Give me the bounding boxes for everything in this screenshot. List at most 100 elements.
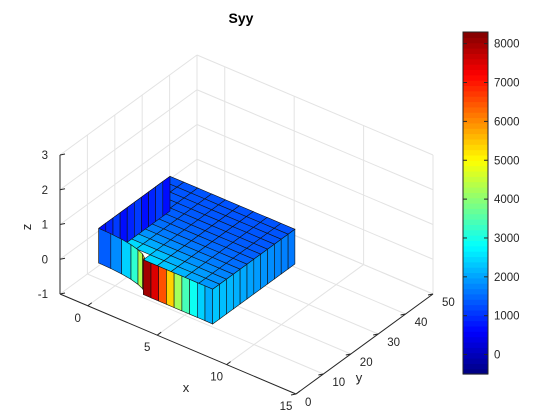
- colorbar-band: [463, 368, 488, 375]
- colorbar-band: [463, 160, 488, 167]
- x-tick-label: 10: [210, 372, 223, 384]
- x-tick-mark: [156, 331, 162, 336]
- colorbar-band: [463, 256, 488, 263]
- notch-face-panel: [130, 244, 139, 285]
- z-tick-mark: [59, 188, 66, 191]
- colorbar-band: [463, 235, 488, 241]
- colorbar-band: [463, 336, 488, 343]
- colorbar-band: [463, 261, 488, 268]
- notch-face-panel: [137, 249, 143, 290]
- colorbar-band: [463, 80, 488, 87]
- colorbar-band: [463, 96, 488, 103]
- y-axis-label: y: [356, 370, 363, 385]
- colorbar-frame: [462, 31, 489, 375]
- colorbar-band: [463, 154, 488, 161]
- colorbar-band: [463, 186, 488, 193]
- right-face-panel: [280, 233, 289, 275]
- colorbar-band: [463, 288, 488, 295]
- colorbar-band: [463, 128, 488, 135]
- z-tick-label: -1: [38, 289, 48, 301]
- z-axis-label: z: [19, 224, 34, 231]
- y-tick-label: 0: [305, 397, 311, 409]
- colorbar-band: [463, 352, 488, 359]
- y-tick-label: 20: [360, 357, 373, 369]
- colorbar-band: [463, 48, 488, 54]
- colorbar-band: [463, 149, 488, 156]
- left-face-panel: [141, 191, 149, 233]
- x-axis-line: [59, 293, 297, 395]
- right-face-panel: [267, 243, 275, 285]
- colorbar: 0 1000 2000 3000 4000 5000 6000 7000 8000: [462, 31, 520, 375]
- colorbar-band: [463, 272, 488, 279]
- colorbar-band: [463, 144, 488, 151]
- colorbar-band: [463, 197, 488, 204]
- colorbar-band: [463, 341, 488, 348]
- right-face-panel: [219, 278, 227, 320]
- colorbar-band: [463, 165, 488, 172]
- colorbar-band: [463, 106, 488, 113]
- colorbar-band: [463, 208, 488, 215]
- right-face-panel: [260, 248, 268, 290]
- notch-face-panel: [98, 227, 112, 269]
- front-face-panel: [189, 278, 198, 318]
- x-tick-mark: [87, 302, 93, 307]
- colorbar-band: [463, 117, 488, 124]
- x-tick-mark: [226, 361, 231, 365]
- colorbar-band: [463, 58, 488, 65]
- front-face-panel: [197, 282, 206, 322]
- colorbar-tick-label: 7000: [494, 78, 520, 90]
- left-face-panel: [148, 186, 156, 228]
- y-tick-label: 30: [387, 337, 400, 349]
- right-face-panel: [246, 258, 255, 300]
- colorbar-band: [463, 192, 488, 199]
- front-face-panel: [204, 285, 213, 325]
- x-tick-mark: [295, 390, 301, 395]
- notch-face-panel: [110, 233, 122, 275]
- colorbar-band: [463, 245, 488, 252]
- solid-body: [98, 175, 296, 325]
- colorbar-band: [463, 85, 488, 92]
- z-tick-mark: [59, 153, 66, 156]
- grid-line: [59, 89, 198, 191]
- z-tick-mark: [59, 223, 66, 225]
- y-tick-mark: [318, 373, 324, 376]
- z-tick-label: 0: [42, 254, 48, 266]
- x-axis-label: x: [183, 380, 190, 395]
- colorbar-band: [463, 74, 488, 81]
- colorbar-band: [463, 112, 488, 119]
- colorbar-band: [463, 213, 488, 220]
- colorbar-tick-label: 4000: [494, 194, 520, 206]
- notch-face-panel: [121, 238, 132, 280]
- right-face-panel: [287, 228, 296, 270]
- grid-line: [87, 273, 324, 375]
- right-face-panel: [233, 268, 241, 310]
- left-face-panel: [134, 196, 142, 238]
- z-tick-mark: [59, 257, 66, 260]
- colorbar-band: [463, 304, 488, 311]
- z-tick-label: 3: [42, 150, 48, 162]
- colorbar-band: [463, 315, 488, 322]
- colorbar-band: [463, 283, 488, 290]
- colorbar-band: [463, 122, 488, 129]
- colorbar-band: [463, 277, 488, 284]
- y-tick-mark: [290, 393, 297, 396]
- colorbar-band: [463, 32, 488, 38]
- colorbar-band: [463, 357, 488, 364]
- right-face-panel: [239, 263, 248, 305]
- colorbar-band: [463, 363, 488, 370]
- colorbar-band: [463, 331, 488, 338]
- colorbar-tick-label: 8000: [494, 39, 520, 51]
- colorbar-band: [463, 90, 488, 97]
- y-tick-mark: [427, 293, 434, 296]
- colorbar-band: [463, 53, 488, 60]
- colorbar-band: [463, 176, 488, 183]
- grid-line: [59, 54, 198, 156]
- front-face-panel: [173, 272, 183, 312]
- colorbar-tick-label: 6000: [494, 116, 520, 128]
- colorbar-band: [463, 293, 488, 300]
- axes-3d: 0 5 10 15 0 10 20 30 40 50 -1 0 1 2 3: [38, 54, 455, 413]
- front-face-panel: [150, 262, 159, 302]
- grid-line: [196, 89, 434, 191]
- front-face-panel: [158, 265, 167, 305]
